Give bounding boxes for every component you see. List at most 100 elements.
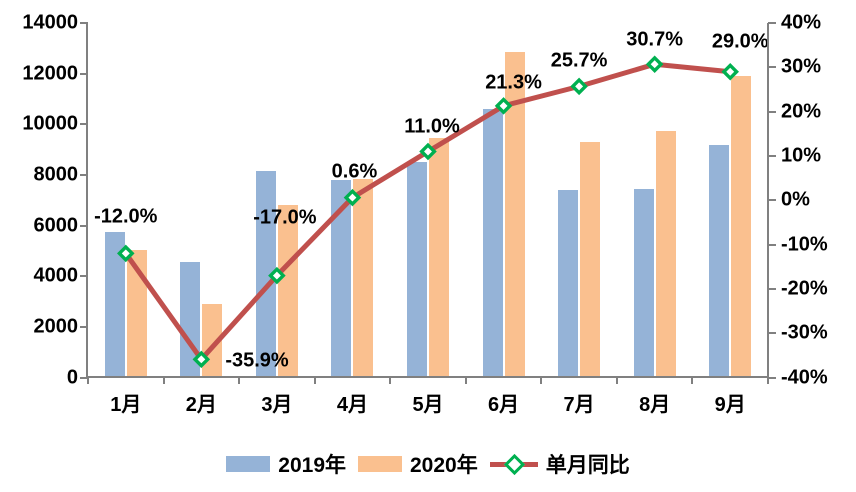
right-axis-tick-label: -20% xyxy=(781,277,828,300)
left-axis-tick xyxy=(80,123,88,126)
x-axis-line xyxy=(86,376,769,378)
left-axis-tick xyxy=(80,224,88,227)
left-axis-tick-label: 8000 xyxy=(33,163,79,186)
x-axis-category-label: 6月 xyxy=(487,394,520,416)
left-axis-tick xyxy=(80,72,88,75)
left-axis-tick-label: 14000 xyxy=(22,11,78,34)
left-axis-tick-label: 2000 xyxy=(33,315,79,338)
right-axis-tick xyxy=(768,332,776,335)
x-axis-category-label: 2月 xyxy=(185,394,217,416)
legend-item-2020年: 2020年 xyxy=(358,449,478,479)
x-axis-category-label: 7月 xyxy=(563,394,595,416)
x-axis-tick xyxy=(313,378,316,384)
left-axis-tick xyxy=(80,173,88,176)
right-axis-tick-label: 10% xyxy=(781,144,822,167)
left-axis-tick xyxy=(80,325,88,328)
bar-2019年-4月 xyxy=(331,179,352,378)
left-axis-tick xyxy=(80,275,88,278)
point-label-2月: -35.9% xyxy=(225,349,289,372)
point-label-7月: 25.7% xyxy=(550,49,608,72)
x-axis-tick xyxy=(540,378,543,384)
x-axis-tick xyxy=(464,378,467,384)
right-axis-tick xyxy=(768,66,776,69)
right-axis-tick-label: 20% xyxy=(781,100,822,123)
x-axis-tick xyxy=(691,378,694,384)
point-label-9月: 29.0% xyxy=(711,30,769,53)
legend-label: 2020年 xyxy=(410,454,478,477)
right-axis-tick-label: -30% xyxy=(781,321,828,344)
right-axis-tick xyxy=(768,376,776,379)
left-axis-tick xyxy=(80,22,88,24)
legend-swatch-icon xyxy=(358,456,402,472)
left-axis-tick-label: 6000 xyxy=(33,214,79,237)
left-axis-tick-label: 12000 xyxy=(22,62,78,85)
diamond-marker-6月 xyxy=(494,97,513,115)
left-axis-tick-label: 0 xyxy=(66,366,78,388)
legend-label: 单月同比 xyxy=(545,454,630,477)
right-axis-tick xyxy=(768,199,776,202)
line-series-layer xyxy=(117,55,739,369)
yoy-line xyxy=(123,61,731,362)
bar-2020年-3月 xyxy=(277,205,298,378)
x-axis-tick xyxy=(162,378,165,384)
x-axis-category-label: 5月 xyxy=(412,394,444,416)
right-axis-tick-label: 0% xyxy=(781,188,810,211)
right-axis-tick-label: -40% xyxy=(781,366,828,388)
bar-2020年-9月 xyxy=(731,76,752,378)
point-label-3月: -17.0% xyxy=(253,206,317,229)
left-axis-line xyxy=(86,23,88,379)
left-axis-tick xyxy=(80,376,88,379)
diamond-marker-1月 xyxy=(117,244,135,263)
x-axis-category-label: 9月 xyxy=(714,394,746,416)
x-axis-category-label: 3月 xyxy=(261,394,293,416)
legend-label: 2019年 xyxy=(278,454,346,477)
x-axis-category-label: 1月 xyxy=(110,394,142,416)
right-axis-tick xyxy=(768,22,776,24)
x-axis-tick xyxy=(767,378,769,384)
diamond-marker-9月 xyxy=(721,62,739,81)
legend-line-marker-icon xyxy=(489,453,538,476)
x-axis-tick xyxy=(87,378,89,384)
right-axis-tick-label: 40% xyxy=(781,11,822,34)
point-label-1月: -12.0% xyxy=(94,205,158,228)
bar-2019年-5月 xyxy=(407,162,427,378)
legend-item-单月同比: 单月同比 xyxy=(489,449,630,479)
diamond-marker-5月 xyxy=(419,142,437,161)
x-axis-category-label: 4月 xyxy=(336,394,368,416)
diamond-marker-2月 xyxy=(192,350,211,369)
bar-2019年-8月 xyxy=(633,188,654,378)
point-label-4月: 0.6% xyxy=(331,160,378,183)
diamond-marker-7月 xyxy=(570,77,588,96)
bar-2020年-8月 xyxy=(655,130,676,378)
right-axis-tick xyxy=(768,287,776,290)
x-axis-tick xyxy=(615,378,618,384)
legend: 2019年 2020年 单月同比 xyxy=(0,447,856,481)
bar-2019年-6月 xyxy=(482,109,503,378)
bar-2020年-1月 xyxy=(126,249,147,378)
diamond-marker-3月 xyxy=(268,266,286,285)
bar-2020年-5月 xyxy=(429,138,449,378)
diamond-marker-8月 xyxy=(645,55,664,73)
right-axis-tick-label: -10% xyxy=(781,233,828,256)
bar-2020年-7月 xyxy=(580,142,601,378)
point-label-6月: 21.3% xyxy=(485,71,542,94)
right-axis-tick xyxy=(768,110,776,113)
left-axis-tick-label: 4000 xyxy=(33,264,79,287)
right-axis-tick-label: 30% xyxy=(781,55,822,78)
right-axis-line xyxy=(767,23,769,379)
right-axis-tick xyxy=(768,243,776,246)
bar-2020年-4月 xyxy=(353,178,374,378)
point-label-8月: 30.7% xyxy=(626,28,684,51)
bar-2019年-7月 xyxy=(558,190,579,378)
x-axis-category-label: 8月 xyxy=(639,394,671,416)
legend-swatch-icon xyxy=(226,456,271,472)
point-label-5月: 11.0% xyxy=(404,115,460,137)
legend-item-2019年: 2019年 xyxy=(226,449,346,479)
diamond-marker-4月 xyxy=(343,188,362,207)
x-axis-tick xyxy=(238,378,241,384)
x-axis-tick xyxy=(389,378,392,384)
bar-2019年-9月 xyxy=(709,144,730,378)
bar-2019年-1月 xyxy=(104,231,125,378)
bar-2020年-6月 xyxy=(504,52,525,378)
